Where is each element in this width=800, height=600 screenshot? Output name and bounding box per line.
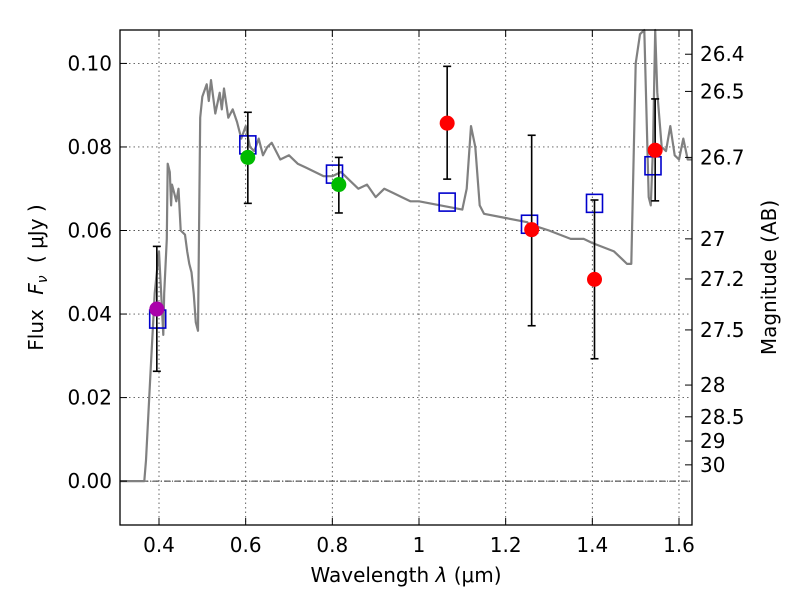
observed-flux-point bbox=[240, 149, 256, 165]
magnitude-tick-label: 27.5 bbox=[700, 318, 745, 342]
x-axis-label: Wavelength λ (μm) bbox=[310, 563, 501, 587]
magnitude-tick-label: 26.5 bbox=[700, 79, 745, 103]
observed-flux-point bbox=[647, 142, 663, 158]
tick-layer: 0.4 0.6 0.8 1 1.2 1.4 1.6 0.00 0.02 0.04 0.06 0.08 0… bbox=[67, 30, 745, 557]
magnitude-tick-label: 26.7 bbox=[700, 145, 745, 169]
y-axis-label-sub: ν bbox=[35, 275, 51, 283]
observed-flux-point bbox=[439, 115, 455, 131]
x-tick-label: 0.8 bbox=[316, 533, 348, 557]
template-spectrum-line bbox=[120, 28, 692, 483]
y-tick-label: 0.02 bbox=[67, 386, 112, 410]
y-tick-label: 0.06 bbox=[67, 219, 112, 243]
magnitude-tick-label: 30 bbox=[700, 453, 725, 477]
y-tick-label: 0.10 bbox=[67, 51, 112, 75]
observed-flux-point bbox=[149, 301, 165, 317]
errorbar-layer bbox=[152, 65, 660, 373]
model-flux-box bbox=[438, 192, 456, 212]
x-tick-label: 1.4 bbox=[576, 533, 608, 557]
magnitude-tick-label: 29 bbox=[700, 429, 725, 453]
magnitude-tick-label: 27 bbox=[700, 227, 725, 251]
x-tick-label: 0.4 bbox=[143, 533, 175, 557]
x-tick-label: 1.6 bbox=[663, 533, 695, 557]
x-axis-label-unit: (μm) bbox=[454, 563, 502, 587]
spectrum-layer bbox=[120, 28, 692, 483]
y-tick-label: 0.08 bbox=[67, 135, 112, 159]
magnitude-tick-label: 28.5 bbox=[700, 405, 745, 429]
y-axis-label-unit: ( μJy ) bbox=[24, 204, 48, 263]
y-axis-label-symbol: F bbox=[24, 283, 48, 295]
magnitude-tick-label: 27.2 bbox=[700, 267, 745, 291]
x-tick-label: 0.6 bbox=[230, 533, 262, 557]
grid-layer bbox=[120, 30, 692, 525]
y-tick-label: 0.04 bbox=[67, 302, 112, 326]
right-axis-label: Magnitude (AB) bbox=[757, 200, 781, 355]
plot-frame bbox=[119, 29, 693, 526]
magnitude-tick-label: 28 bbox=[700, 373, 725, 397]
x-axis-label-symbol: λ bbox=[435, 563, 448, 587]
observed-flux-point bbox=[524, 222, 540, 238]
y-tick-label: 0.00 bbox=[67, 469, 112, 493]
y-axis-label-prefix: Flux bbox=[24, 309, 48, 351]
observed-flux-point bbox=[331, 177, 347, 193]
model-box-layer bbox=[148, 135, 662, 329]
x-tick-label: 1 bbox=[413, 533, 426, 557]
y-axis-label: Flux Fν ( μJy ) bbox=[24, 204, 52, 350]
x-tick-label: 1.2 bbox=[490, 533, 522, 557]
observed-flux-point bbox=[587, 271, 602, 287]
x-axis-label-prefix: Wavelength bbox=[310, 563, 429, 587]
observation-layer bbox=[149, 115, 663, 317]
magnitude-tick-label: 26.4 bbox=[700, 42, 745, 66]
